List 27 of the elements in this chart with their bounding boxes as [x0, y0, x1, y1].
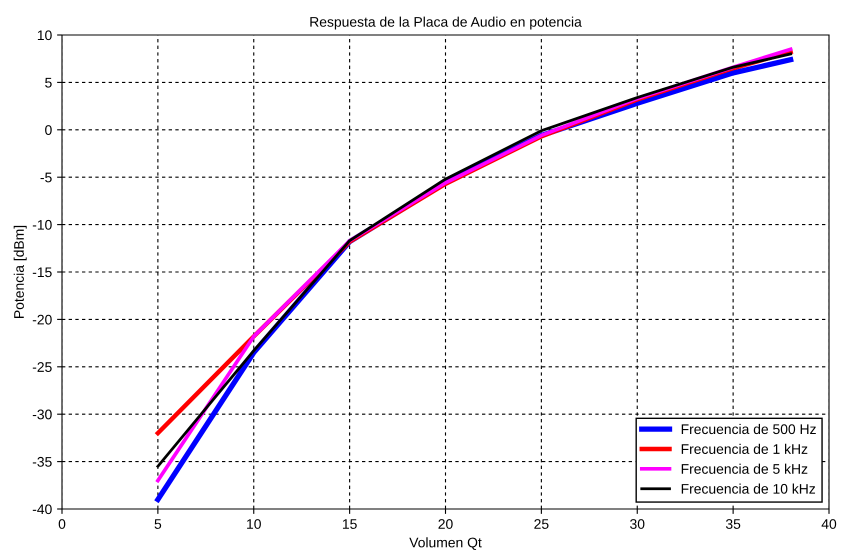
- y-axis-title: Potencia [dBm]: [14, 226, 27, 318]
- x-tick-label: 35: [726, 519, 740, 529]
- x-axis-title: Volumen Qt: [409, 537, 482, 550]
- x-tick-label: 10: [247, 519, 261, 529]
- legend-label: Frecuencia de 500 Hz: [682, 424, 816, 434]
- legend-label: Frecuencia de 5 kHz: [682, 464, 808, 474]
- legend-label: Frecuencia de 1 kHz: [682, 444, 808, 454]
- legend-label: Frecuencia de 10 kHz: [682, 484, 816, 494]
- y-tick-label: -25: [32, 362, 52, 372]
- y-tick-label: 10: [38, 30, 52, 40]
- x-tick-label: 5: [154, 519, 162, 529]
- y-tick-label: -5: [40, 172, 52, 182]
- x-tick-label: 20: [438, 519, 453, 529]
- y-tick-label: -35: [32, 456, 52, 467]
- y-tick-label: 0: [45, 125, 52, 135]
- y-tick-label: -15: [32, 267, 52, 278]
- x-tick-label: 15: [342, 519, 357, 529]
- y-tick-label: -40: [32, 504, 52, 514]
- chart-title: Respuesta de la Placa de Audio en potencia: [310, 16, 582, 30]
- y-tick-label: -30: [32, 410, 52, 420]
- x-tick-label: 0: [58, 519, 66, 529]
- x-tick-label: 25: [534, 519, 549, 529]
- y-tick-label: -20: [32, 314, 52, 325]
- y-tick-label: 5: [45, 78, 52, 88]
- y-tick-label: -10: [32, 220, 52, 230]
- x-tick-label: 30: [630, 519, 644, 529]
- x-tick-label: 40: [822, 519, 836, 529]
